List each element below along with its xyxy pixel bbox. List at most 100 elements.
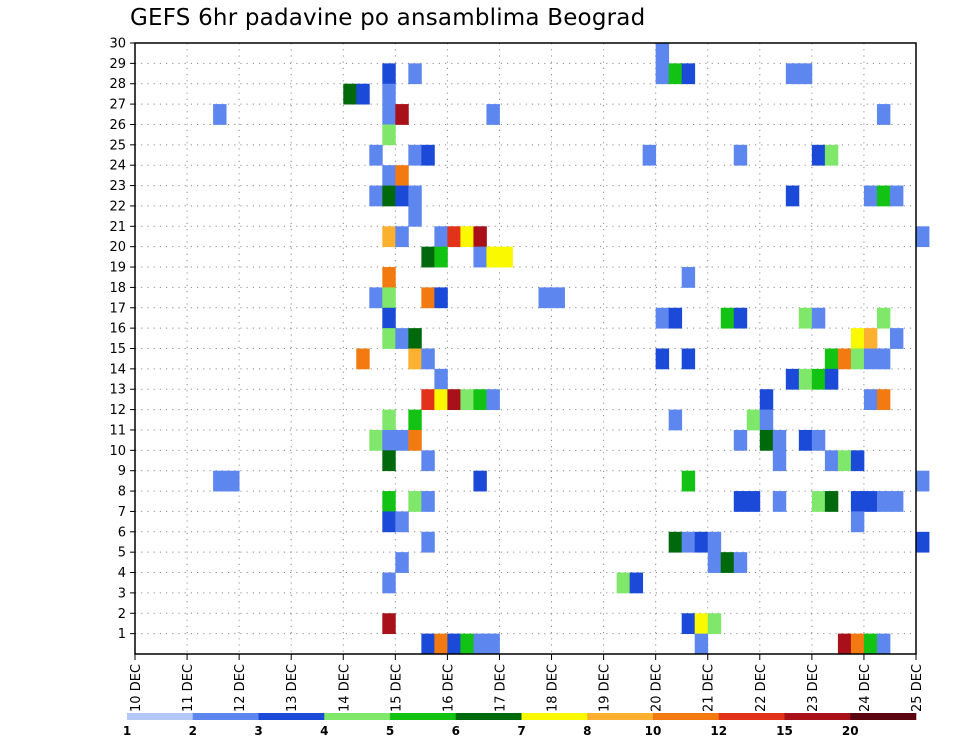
precip-cell <box>733 429 748 451</box>
precip-cell <box>226 470 240 492</box>
precip-cells <box>213 43 930 655</box>
precip-cell <box>382 83 396 105</box>
precip-cell <box>408 63 422 85</box>
y-tick-label: 12 <box>109 403 126 418</box>
x-tick-label: 15 DEC <box>389 664 404 712</box>
precip-cell <box>655 307 670 329</box>
x-tick-label: 25 DEC <box>910 664 925 712</box>
y-tick-label: 9 <box>118 464 126 479</box>
precip-cell <box>408 328 422 349</box>
precip-cell <box>824 368 839 390</box>
precip-cell <box>395 328 409 349</box>
colorbar-label: 12 <box>710 724 727 738</box>
precip-cell <box>434 226 448 248</box>
y-tick-label: 14 <box>109 362 126 377</box>
precip-cell <box>733 307 748 329</box>
precip-cell <box>889 491 904 512</box>
precip-cell <box>707 552 722 573</box>
colorbar-label: 5 <box>386 724 394 738</box>
precip-cell <box>408 205 422 227</box>
precip-cell <box>694 633 709 655</box>
precip-cell <box>434 287 448 309</box>
colorbar: 1 2 3 4 5 6 7 8 10 12 15 20 <box>123 713 917 738</box>
precip-cell <box>382 63 396 85</box>
precip-cell <box>863 633 878 655</box>
precip-cell <box>382 165 396 186</box>
precip-cell <box>369 287 383 309</box>
precip-cell <box>863 185 878 207</box>
precip-cell <box>707 613 722 635</box>
precip-cell <box>473 633 487 655</box>
precip-cell <box>916 470 930 492</box>
precip-cell <box>486 389 500 410</box>
colorbar-label: 2 <box>189 724 197 738</box>
precip-cell <box>421 450 435 472</box>
colorbar-label: 10 <box>645 724 662 738</box>
precip-cell <box>681 470 696 492</box>
precip-cell <box>382 450 396 472</box>
precip-cell <box>408 144 422 166</box>
precip-cell <box>473 226 487 248</box>
precip-cell <box>798 429 813 451</box>
precip-cell <box>876 389 891 410</box>
precip-cell <box>916 226 930 248</box>
y-tick-label: 2 <box>118 607 126 622</box>
colorbar-label: 8 <box>583 724 591 738</box>
precip-cell <box>421 633 435 655</box>
y-tick-label: 28 <box>109 77 126 92</box>
precip-cell <box>629 572 644 594</box>
y-tick-label: 8 <box>118 485 126 500</box>
precip-cell <box>668 63 683 85</box>
precip-cell <box>213 470 227 492</box>
precip-cell <box>421 144 435 166</box>
precip-cell <box>382 613 396 635</box>
precip-cell <box>447 633 461 655</box>
precip-cell <box>395 552 409 573</box>
precip-cell <box>850 633 865 655</box>
precip-cell <box>889 328 904 349</box>
precip-cell <box>395 226 409 248</box>
precip-cell <box>668 409 683 431</box>
y-tick-label: 4 <box>118 566 126 581</box>
precip-cell <box>759 389 774 410</box>
precip-cell <box>811 368 826 390</box>
colorbar-swatch <box>127 713 194 720</box>
precip-cell <box>486 104 500 125</box>
precip-cell <box>473 246 487 268</box>
y-tick-label: 18 <box>109 281 126 296</box>
precip-cell <box>382 429 396 451</box>
colorbar-swatch <box>784 713 851 720</box>
precip-cell <box>408 185 422 207</box>
precip-cell <box>395 185 409 207</box>
y-tick-label: 25 <box>109 138 126 153</box>
colorbar-label: 6 <box>452 724 460 738</box>
precip-cell <box>798 307 813 329</box>
precip-cell <box>356 348 370 370</box>
precip-cell <box>408 491 422 512</box>
precip-cell <box>720 552 735 573</box>
precip-cell <box>850 511 865 533</box>
precip-cell <box>343 83 357 105</box>
x-tick-label: 21 DEC <box>702 664 717 712</box>
colorbar-swatch <box>850 713 917 720</box>
colorbar-swatch <box>587 713 654 720</box>
precip-cell <box>551 287 565 309</box>
precip-cell <box>720 307 735 329</box>
precip-cell <box>850 450 865 472</box>
precip-cell <box>382 328 396 349</box>
x-tick-label: 12 DEC <box>233 664 248 712</box>
precip-cell <box>759 429 774 451</box>
x-tick-label: 11 DEC <box>181 664 196 712</box>
precip-cell <box>655 63 670 85</box>
precip-cell <box>421 348 435 370</box>
y-tick-label: 22 <box>109 199 126 214</box>
precip-cell <box>733 552 748 573</box>
precip-cell <box>876 307 891 329</box>
colorbar-swatch <box>718 713 785 720</box>
precip-cell <box>681 267 696 288</box>
precip-cell <box>681 531 696 553</box>
precip-cell <box>863 389 878 410</box>
precip-cell <box>369 429 383 451</box>
precip-cell <box>916 531 930 553</box>
precip-cell <box>824 348 839 370</box>
